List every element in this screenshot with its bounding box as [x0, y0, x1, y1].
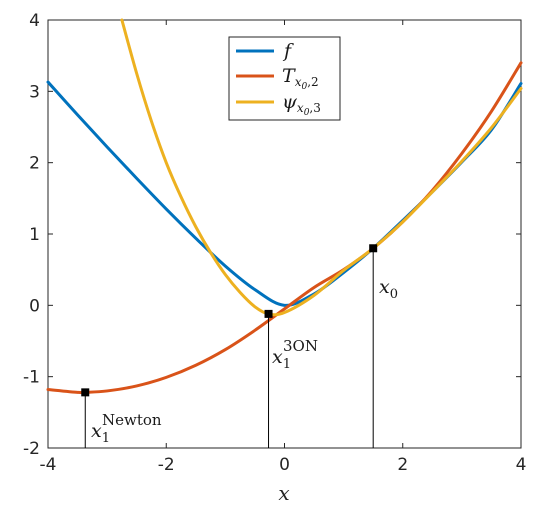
y-tick-label: 0	[29, 296, 40, 316]
annotation-x1-3on-base: x	[272, 346, 283, 368]
legend: f Tx0,2 ψx0,3	[228, 36, 341, 121]
legend-psi-sub-0: 0	[304, 108, 310, 118]
annotation-x0-sub: 0	[390, 287, 398, 302]
annotation-x1-3on: x1 3ON	[272, 337, 318, 372]
y-tick-label: 4	[29, 11, 40, 31]
x-tick-label: 2	[397, 455, 408, 475]
x-axis-label: x	[278, 481, 289, 505]
annotation-x1-newton: x1 Newton	[91, 411, 162, 446]
y-tick-label: -1	[23, 368, 40, 388]
marker-point	[369, 244, 378, 253]
legend-taylor-sub-0: 0	[301, 82, 307, 92]
markers	[81, 244, 378, 397]
series-psi-line	[120, 18, 523, 317]
x-tick-label: -2	[158, 455, 175, 475]
annotation-x1-3on-sub: 1	[283, 357, 291, 372]
annotation-x1-3on-sup: 3ON	[283, 337, 318, 355]
legend-label-psi: ψx0,3	[282, 91, 321, 118]
legend-taylor-sub-x: x	[295, 75, 302, 89]
annotation-x0: x0	[379, 276, 398, 302]
annotation-x0-base: x	[379, 276, 390, 298]
legend-label-taylor: Tx0,2	[282, 65, 319, 92]
y-tick-label: 1	[29, 225, 40, 245]
x-tick-label: -4	[40, 455, 57, 475]
y-tick-label: 2	[29, 154, 40, 174]
marker-drop-lines	[84, 248, 374, 448]
marker-point	[264, 309, 273, 318]
legend-taylor-sub-rest: ,2	[307, 75, 318, 89]
annotation-x1-newton-base: x	[91, 420, 102, 442]
legend-taylor-base: T	[282, 65, 296, 87]
y-tick-label: -2	[23, 439, 40, 459]
legend-psi-sub-x: x	[297, 101, 304, 115]
legend-psi-base: ψ	[282, 91, 298, 113]
x-tick-label: 0	[279, 455, 290, 475]
y-tick-label: 3	[29, 82, 40, 102]
legend-psi-sub-rest: ,3	[309, 101, 320, 115]
x-tick-label: 4	[516, 455, 527, 475]
annotation-x1-newton-sup: Newton	[102, 411, 162, 429]
series-lines	[46, 18, 523, 395]
marker-point	[81, 388, 90, 397]
legend-label-f: f	[282, 40, 294, 62]
annotation-x1-newton-sub: 1	[102, 431, 110, 446]
